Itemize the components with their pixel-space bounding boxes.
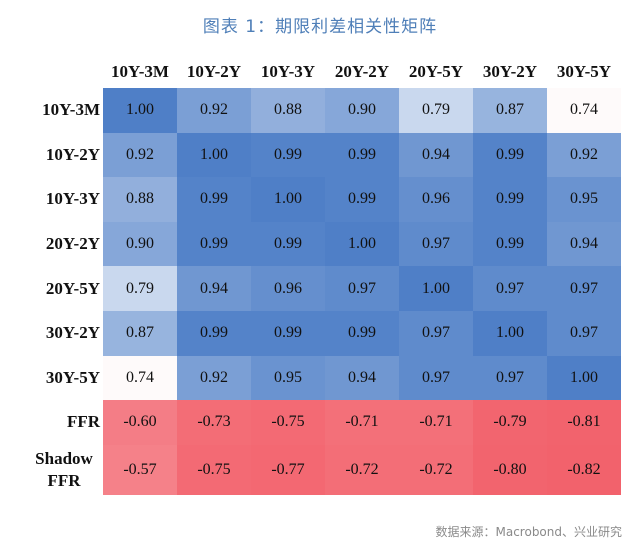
column-header: 10Y-2Y xyxy=(186,62,242,81)
heatmap-cell: 0.92 xyxy=(177,355,251,401)
row-header: 10Y-3Y xyxy=(45,189,100,209)
heatmap-cell: -0.81 xyxy=(547,400,621,445)
heatmap-cell: 1.00 xyxy=(399,266,473,311)
heatmap-cell: -0.72 xyxy=(399,444,473,495)
heatmap-cell: 0.94 xyxy=(177,266,251,311)
row-header: 10Y-2Y xyxy=(45,144,100,164)
heatmap-cell: -0.71 xyxy=(325,400,399,445)
heatmap-cell: -0.71 xyxy=(399,400,473,445)
heatmap-cell: 0.97 xyxy=(399,221,473,267)
heatmap-cell: 0.94 xyxy=(399,132,473,178)
column-header: 30Y-5Y xyxy=(556,62,612,81)
heatmap-cell: 0.95 xyxy=(251,355,325,401)
heatmap-cell: 0.97 xyxy=(473,266,547,311)
column-header: 20Y-5Y xyxy=(408,62,464,81)
heatmap-cell: 0.99 xyxy=(177,221,251,267)
heatmap-cell: 0.79 xyxy=(399,88,473,133)
heatmap-cell: 0.94 xyxy=(325,355,399,401)
heatmap-cell: 1.00 xyxy=(177,132,251,178)
source-note: 数据来源：Macrobond、兴业研究 xyxy=(435,525,623,539)
heatmap-cell: 0.99 xyxy=(473,177,547,222)
row-header: 20Y-2Y xyxy=(45,234,100,254)
heatmap-cell: 0.94 xyxy=(547,221,621,267)
heatmap-cell: 0.74 xyxy=(547,88,621,133)
heatmap-cell: 0.79 xyxy=(103,266,177,311)
heatmap-cell: 0.88 xyxy=(103,177,177,222)
heatmap-cell: -0.60 xyxy=(103,400,177,445)
heatmap-cell: 0.92 xyxy=(177,88,251,133)
heatmap-cell: 1.00 xyxy=(325,221,399,267)
column-header: 10Y-3Y xyxy=(260,62,316,81)
heatmap-cell: 0.88 xyxy=(251,88,325,133)
row-header: 10Y-3M xyxy=(42,100,100,120)
heatmap-cell: -0.82 xyxy=(547,444,621,495)
heatmap-cell: 0.74 xyxy=(103,355,177,401)
heatmap-cell: 0.99 xyxy=(473,221,547,267)
heatmap-cell: 0.99 xyxy=(251,311,325,356)
heatmap-cell: -0.80 xyxy=(473,444,547,495)
heatmap-cell: 0.96 xyxy=(251,266,325,311)
heatmap-cell: 1.00 xyxy=(103,88,177,133)
heatmap-cell: 1.00 xyxy=(473,311,547,356)
heatmap-cell: 0.87 xyxy=(103,311,177,356)
column-header: 20Y-2Y xyxy=(334,62,390,81)
heatmap-cell: -0.57 xyxy=(103,444,177,495)
heatmap-cell: -0.75 xyxy=(251,400,325,445)
heatmap-cell: 0.99 xyxy=(325,311,399,356)
heatmap-cell: 0.97 xyxy=(399,311,473,356)
heatmap-cell: -0.77 xyxy=(251,444,325,495)
row-header: Shadow FFR xyxy=(35,448,93,490)
heatmap-cell: 0.97 xyxy=(399,355,473,401)
heatmap-cell: -0.75 xyxy=(177,444,251,495)
heatmap-cell: -0.73 xyxy=(177,400,251,445)
heatmap-cell: 0.99 xyxy=(325,177,399,222)
heatmap-cell: 0.92 xyxy=(547,132,621,178)
heatmap-cell: 0.97 xyxy=(325,266,399,311)
column-header: 30Y-2Y xyxy=(482,62,538,81)
heatmap-cell: 0.99 xyxy=(177,311,251,356)
column-header: 10Y-3M xyxy=(111,62,169,81)
heatmap-cell: -0.79 xyxy=(473,400,547,445)
heatmap-cell: 0.87 xyxy=(473,88,547,133)
row-header: 30Y-2Y xyxy=(45,323,100,343)
heatmap-cell: 0.97 xyxy=(547,266,621,311)
heatmap-cell: 0.95 xyxy=(547,177,621,222)
heatmap-cell: 0.99 xyxy=(177,177,251,222)
heatmap-cell: 0.92 xyxy=(103,132,177,178)
heatmap-cell: 0.99 xyxy=(251,132,325,178)
row-header: 30Y-5Y xyxy=(45,367,100,387)
heatmap-cell: 0.99 xyxy=(473,132,547,178)
heatmap-cell: 0.99 xyxy=(251,221,325,267)
row-header: FFR xyxy=(66,412,100,432)
heatmap-cell: 0.97 xyxy=(547,311,621,356)
heatmap-cell: 1.00 xyxy=(251,177,325,222)
heatmap-cell: 0.97 xyxy=(473,355,547,401)
heatmap-cell: 0.99 xyxy=(325,132,399,178)
heatmap-cell: -0.72 xyxy=(325,444,399,495)
heatmap-cell: 0.96 xyxy=(399,177,473,222)
row-header: 20Y-5Y xyxy=(45,278,100,298)
heatmap-cell: 1.00 xyxy=(547,355,621,401)
chart-title: 图表 1：期限利差相关性矩阵 xyxy=(202,17,438,37)
heatmap-cell: 0.90 xyxy=(325,88,399,133)
heatmap-cell: 0.90 xyxy=(103,221,177,267)
